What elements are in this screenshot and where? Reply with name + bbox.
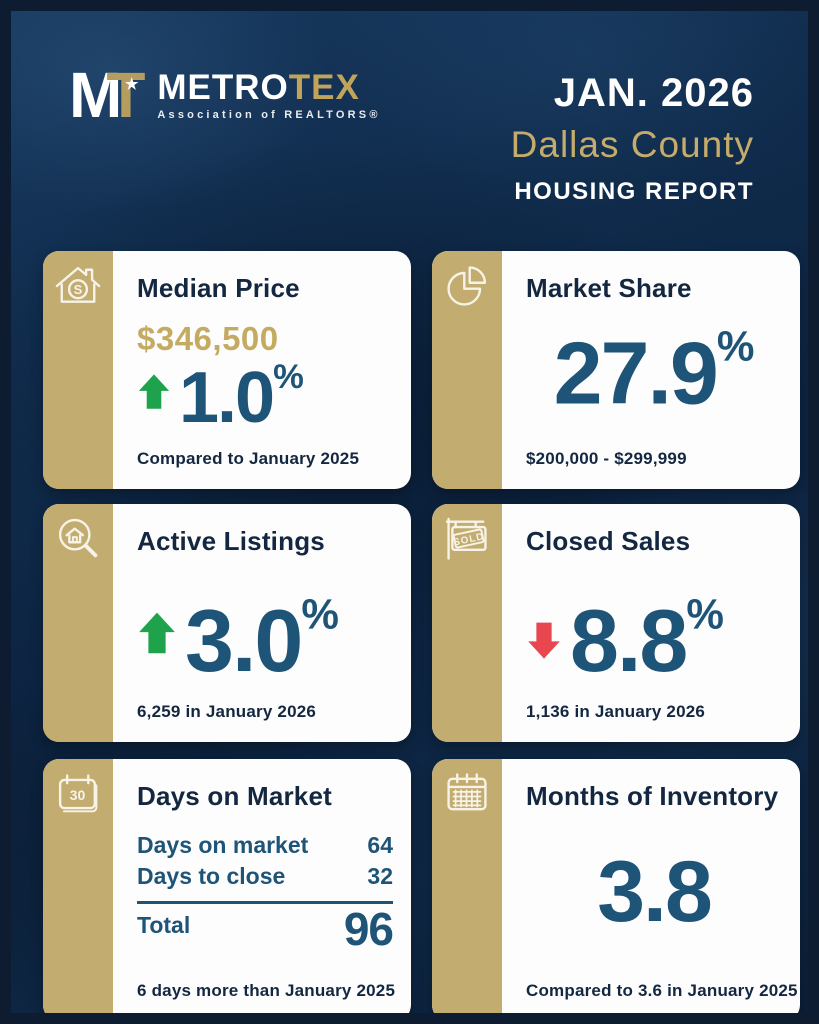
- table-row: Days on market 64: [137, 830, 393, 861]
- stat-number: 3.8: [597, 843, 713, 940]
- card-market-share: Market Share 27.9% $200,000 - $299,999: [432, 251, 800, 489]
- card-median-price: S Median Price $346,500 1.0% Compared to…: [43, 251, 411, 489]
- row-label: Days on market: [137, 832, 309, 858]
- logo-name: METROTEX: [157, 70, 380, 105]
- calendar-day-label: 30: [70, 787, 86, 803]
- metrotex-logo-mark: MT ★: [69, 63, 145, 127]
- table-row: Days to close 32: [137, 861, 393, 892]
- card-title: Months of Inventory: [526, 781, 779, 811]
- logo-tagline: Association of REALTORS®: [157, 108, 381, 121]
- stat-row: 1.0%: [137, 357, 393, 434]
- card-accent-bar: [43, 504, 113, 742]
- card-title: Closed Sales: [526, 526, 691, 556]
- stat-row: 3.8: [526, 844, 782, 935]
- report-title-block: JAN. 2026 Dallas County HOUSING REPORT: [511, 71, 754, 206]
- card-body: Closed Sales 8.8% 1,136 in January 2026: [502, 504, 800, 742]
- up-arrow-icon: [138, 374, 170, 409]
- card-body: Median Price $346,500 1.0% Compared to J…: [113, 251, 411, 489]
- total-value: 96: [343, 903, 394, 956]
- stat-number: 27.9: [553, 323, 719, 423]
- percent-sign: %: [273, 357, 304, 396]
- calendar-30-icon: 30: [58, 774, 98, 813]
- stat-row: 8.8%: [526, 590, 782, 685]
- house-dollar-icon: S: [55, 266, 101, 303]
- stat-value: 3.8: [526, 844, 782, 935]
- card-accent-bar: S: [43, 251, 113, 489]
- table-total-row: Total 96: [137, 903, 394, 956]
- card-accent-bar: [432, 759, 502, 1013]
- stat-value: 3.0%: [185, 590, 339, 685]
- percent-sign: %: [686, 590, 724, 638]
- card-body: Active Listings 3.0% 6,259 in January 20…: [113, 504, 411, 742]
- card-body: Market Share 27.9% $200,000 - $299,999: [502, 251, 800, 489]
- stat-value: 27.9%: [526, 323, 782, 418]
- pie-chart-icon: [447, 266, 487, 306]
- header: MT ★ METROTEX Association of REALTORS® J…: [11, 11, 808, 226]
- logo-letter-m: M: [69, 59, 122, 131]
- card-title: Median Price: [137, 273, 300, 303]
- metrotex-logo: MT ★ METROTEX Association of REALTORS®: [69, 63, 381, 127]
- total-label: Total: [137, 912, 191, 939]
- stat-number: 8.8: [570, 591, 688, 690]
- stat-value: 1.0%: [179, 357, 304, 434]
- card-months-of-inventory: Months of Inventory 3.8 Compared to 3.6 …: [432, 759, 800, 1013]
- stat-row: 3.0%: [137, 590, 393, 685]
- logo-letter-t: T: [106, 59, 145, 131]
- card-accent-bar: SOLD: [432, 504, 502, 742]
- house-search-icon: [58, 518, 98, 558]
- up-arrow-icon: [139, 612, 175, 654]
- card-title: Active Listings: [137, 526, 325, 556]
- card-footnote: $200,000 - $299,999: [526, 449, 687, 468]
- card-days-on-market: 30 Days on Market Days on market 64 Days…: [43, 759, 411, 1013]
- card-body: Months of Inventory 3.8 Compared to 3.6 …: [502, 759, 800, 1013]
- card-footnote: 6,259 in January 2026: [137, 702, 317, 721]
- days-table: Days on market 64 Days to close 32 Total…: [137, 830, 394, 956]
- down-arrow-icon: [528, 622, 560, 659]
- card-title: Days on Market: [137, 781, 332, 811]
- card-accent-bar: 30: [43, 759, 113, 1013]
- percent-sign: %: [301, 590, 339, 638]
- percent-sign: %: [716, 323, 755, 371]
- dollar-letter: S: [74, 282, 83, 297]
- card-body: Days on Market Days on market 64 Days to…: [113, 759, 411, 1013]
- card-title: Market Share: [526, 273, 692, 303]
- card-footnote: Compared to January 2025: [137, 449, 360, 468]
- sold-sign-icon: SOLD: [445, 517, 487, 560]
- stat-number: 3.0: [185, 591, 303, 690]
- card-closed-sales: SOLD Closed Sales 8.8% 1,136 in January …: [432, 504, 800, 742]
- star-icon: ★: [125, 76, 139, 93]
- card-active-listings: Active Listings 3.0% 6,259 in January 20…: [43, 504, 411, 742]
- calendar-grid-icon: [447, 773, 487, 811]
- median-price-value: $346,500: [137, 320, 279, 357]
- report-date: JAN. 2026: [553, 71, 754, 115]
- stat-value: 8.8%: [570, 590, 724, 685]
- row-label: Days to close: [137, 863, 286, 890]
- row-value: 64: [367, 832, 393, 858]
- card-accent-bar: [432, 251, 502, 489]
- table-divider: [137, 901, 393, 905]
- logo-name-metro: METRO: [157, 67, 289, 107]
- report-subtitle: HOUSING REPORT: [514, 178, 754, 205]
- card-footnote: 1,136 in January 2026: [526, 702, 706, 721]
- logo-name-tex: TEX: [288, 67, 360, 107]
- row-value: 32: [367, 863, 393, 890]
- logo-text: METROTEX Association of REALTORS®: [157, 70, 380, 121]
- card-footnote: 6 days more than January 2025: [137, 981, 396, 1000]
- stat-row: 27.9%: [526, 323, 782, 418]
- stat-number: 1.0: [179, 358, 275, 438]
- report-region: Dallas County: [510, 124, 754, 165]
- card-footnote: Compared to 3.6 in January 2025: [526, 981, 798, 1000]
